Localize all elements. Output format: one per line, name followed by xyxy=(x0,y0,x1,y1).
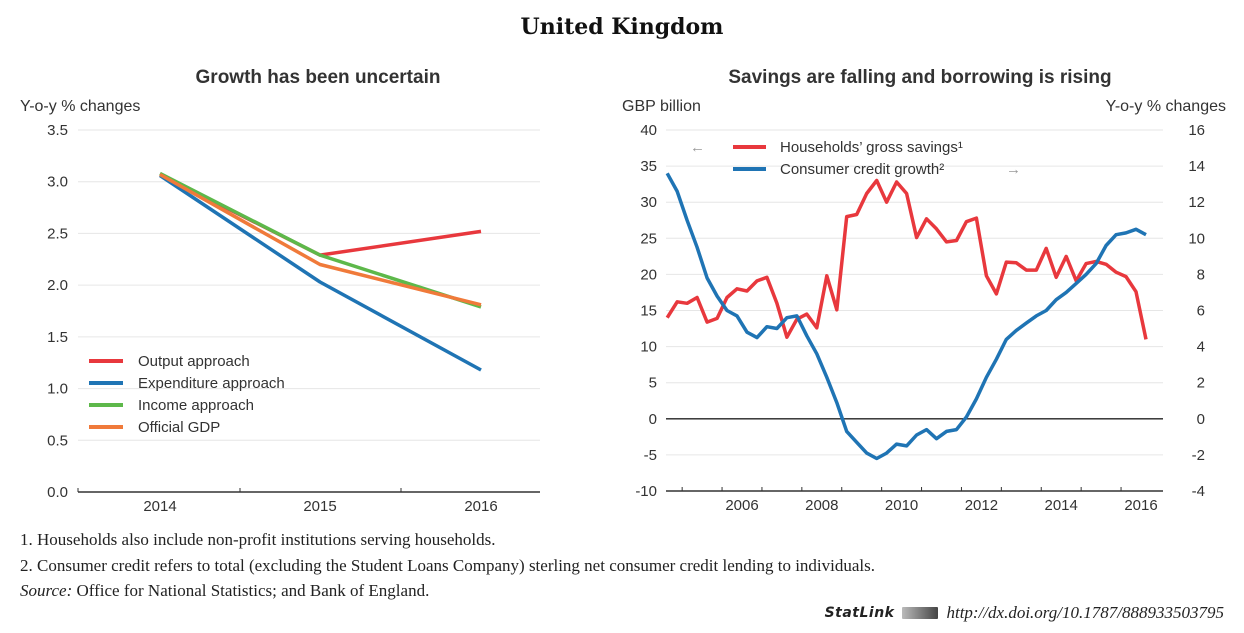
y-tick-label-right: 0 xyxy=(1197,411,1205,428)
y-tick-label: 2.0 xyxy=(47,277,68,294)
chart-title: Growth has been uncertain xyxy=(196,67,441,88)
x-tick-label: 2010 xyxy=(885,497,918,514)
y-tick-label: 2.5 xyxy=(47,225,68,242)
series-line-expenditure-approach xyxy=(159,174,482,372)
y-tick-label-right: 6 xyxy=(1197,303,1205,320)
y-tick-label: 1.0 xyxy=(47,381,68,398)
series-line-consumer-credit-growth xyxy=(665,172,1147,461)
legend-label: Official GDP xyxy=(138,419,220,436)
statlink-url[interactable]: http://dx.doi.org/10.1787/888933503795 xyxy=(946,603,1224,622)
footnote-2: 2. Consumer credit refers to total (excl… xyxy=(20,556,876,575)
y-tick-label-left: 20 xyxy=(640,266,657,283)
y-tick-label-left: 25 xyxy=(640,230,657,247)
x-tick-label: 2016 xyxy=(1124,497,1157,514)
legend-label: Output approach xyxy=(138,353,250,370)
y-tick-label-left: -10 xyxy=(635,483,657,500)
legend-label: Consumer credit growth² xyxy=(780,161,944,178)
footnote-1: 1. Households also include non-profit in… xyxy=(20,530,496,549)
page-title: United Kingdom xyxy=(520,14,724,40)
y-tick-label-right: 16 xyxy=(1188,122,1205,139)
x-tick-label: 2012 xyxy=(965,497,998,514)
series-line-households-gross-savings xyxy=(665,178,1148,340)
y-tick-label-right: 8 xyxy=(1197,266,1205,283)
y-tick-label-left: 35 xyxy=(640,158,657,175)
y-tick-label-right: 4 xyxy=(1197,339,1205,356)
legend-label: Households’ gross savings¹ xyxy=(780,139,963,156)
y-tick-label-left: 0 xyxy=(649,411,657,428)
series-line-output-approach xyxy=(159,172,482,257)
x-tick-label: 2008 xyxy=(805,497,838,514)
y-tick-label-right: 10 xyxy=(1188,230,1205,247)
y-tick-label-left: 15 xyxy=(640,303,657,320)
y-tick-label: 3.5 xyxy=(47,122,68,139)
y-tick-label-right: 12 xyxy=(1188,194,1205,211)
source-text: Office for National Statistics; and Bank… xyxy=(72,581,430,600)
statlink-label: StatLink xyxy=(824,605,895,621)
x-tick-label: 2014 xyxy=(1045,497,1078,514)
left-axis-arrow-icon: ← xyxy=(690,139,705,156)
y-tick-label-right: 14 xyxy=(1188,158,1205,175)
y-tick-label-left: 30 xyxy=(640,194,657,211)
y-tick-label: 3.0 xyxy=(47,174,68,191)
y-axis-label-left: GBP billion xyxy=(622,98,701,115)
x-tick-label: 2015 xyxy=(303,498,336,515)
y-tick-label-left: 10 xyxy=(640,339,657,356)
series-line-official-gdp xyxy=(159,172,482,307)
x-tick-label: 2014 xyxy=(143,498,176,515)
legend-label: Income approach xyxy=(138,397,254,414)
chart-title: Savings are falling and borrowing is ris… xyxy=(728,67,1111,88)
charts-canvas: Growth has been uncertain Y-o-y % changes… xyxy=(20,67,1226,515)
right-axis-arrow-icon: → xyxy=(1006,161,1021,178)
source-note: Source: Office for National Statistics; … xyxy=(20,581,429,601)
y-axis-label-right: Y-o-y % changes xyxy=(1106,98,1226,115)
x-tick-label: 2006 xyxy=(725,497,758,514)
y-tick-label-left: -5 xyxy=(644,447,657,464)
y-axis-label: Y-o-y % changes xyxy=(20,98,140,115)
y-tick-label-left: 5 xyxy=(649,375,657,392)
y-tick-label: 1.5 xyxy=(47,329,68,346)
y-tick-label-right: -4 xyxy=(1192,483,1205,500)
statlink-logo-icon xyxy=(902,607,939,619)
y-tick-label: 0.0 xyxy=(47,484,68,501)
x-tick-label: 2016 xyxy=(464,498,497,515)
source-label: Source: xyxy=(20,581,73,600)
y-tick-label: 0.5 xyxy=(47,432,68,449)
legend-label: Expenditure approach xyxy=(138,375,285,392)
y-tick-label-right: 2 xyxy=(1197,375,1205,392)
y-tick-label-left: 40 xyxy=(640,122,657,139)
statlink: StatLink http://dx.doi.org/10.1787/88893… xyxy=(825,603,1224,623)
y-tick-label-right: -2 xyxy=(1192,447,1205,464)
